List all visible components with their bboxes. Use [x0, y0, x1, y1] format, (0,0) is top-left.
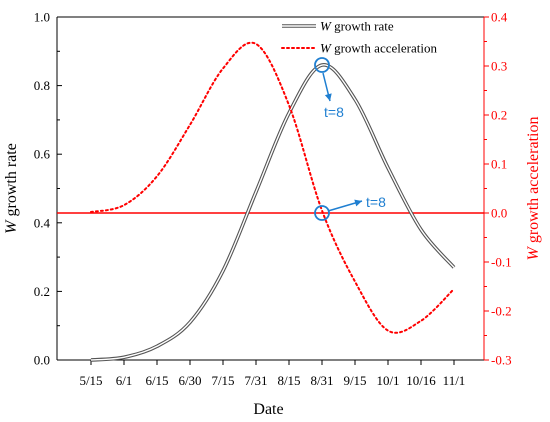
x-tick-label: 8/31	[310, 373, 333, 388]
annotation-arrow-head	[354, 199, 362, 207]
ticks: 5/15 6/1 6/15 6/30 7/15 7/31 8/15 8/31 9/15 10/1 1…	[34, 10, 512, 389]
axes	[56, 16, 485, 361]
x-axis-title: Date	[253, 401, 283, 418]
y-left-tick-label: 0.6	[34, 147, 51, 162]
y-left-tick-label: 0.2	[34, 284, 50, 299]
y-left-tick-label: 1.0	[34, 10, 50, 25]
y-right-axis-title-rest: growth acceleration	[525, 117, 542, 248]
x-tick-label: 5/15	[79, 373, 102, 388]
legend-label-rest: growth acceleration	[331, 41, 438, 56]
y-right-axis-title-italic: W	[525, 245, 542, 260]
y-right-tick-label: 0.3	[491, 59, 507, 74]
annotation-marker-circle	[314, 205, 330, 221]
annotation-marker-circle	[314, 57, 330, 73]
y-right-tick-label: -0.3	[491, 353, 512, 368]
annotation-arrow-head	[324, 93, 332, 102]
x-tick-label: 7/31	[244, 373, 267, 388]
y-left-tick-label: 0.8	[34, 78, 50, 93]
y-left-tick-label: 0.0	[34, 353, 50, 368]
annotations: t=8 t=8	[314, 57, 386, 221]
annotation-label: t=8	[324, 104, 344, 120]
legend-label: W growth acceleration	[320, 41, 437, 56]
x-tick-label: 9/15	[343, 373, 366, 388]
legend-label-italic: W	[320, 41, 332, 56]
series-lines	[57, 41, 484, 362]
y-left-axis-title-italic: W	[3, 219, 20, 234]
y-right-tick-label: 0.4	[491, 10, 508, 25]
growth-acceleration-line	[90, 41, 455, 334]
y-right-axis-title: W growth acceleration	[525, 117, 542, 261]
x-tick-label: 10/16	[406, 373, 436, 388]
y-right-tick-label: -0.2	[491, 304, 512, 319]
y-right-tick-label: 0.1	[491, 157, 507, 172]
y-left-axis-title-rest: growth rate	[3, 143, 20, 220]
y-right-tick-label: -0.1	[491, 255, 512, 270]
x-tick-label: 6/30	[178, 373, 201, 388]
y-right-tick-label: 0.0	[491, 206, 507, 221]
legend-label: W growth rate	[320, 19, 394, 34]
x-tick-label: 10/1	[376, 373, 399, 388]
x-tick-label: 7/15	[211, 373, 234, 388]
y-left-axis-title: W growth rate	[3, 143, 20, 234]
y-left-tick-label: 0.4	[34, 215, 51, 230]
x-tick-label: 6/15	[145, 373, 168, 388]
x-tick-label: 11/1	[443, 373, 466, 388]
legend-label-italic: W	[320, 19, 332, 34]
legend-label-rest: growth rate	[331, 19, 394, 34]
x-tick-label: 8/15	[277, 373, 300, 388]
x-tick-label: 6/1	[116, 373, 133, 388]
y-right-tick-label: 0.2	[491, 108, 507, 123]
growth-rate-line-inner	[90, 64, 455, 361]
annotation-label: t=8	[366, 194, 386, 210]
